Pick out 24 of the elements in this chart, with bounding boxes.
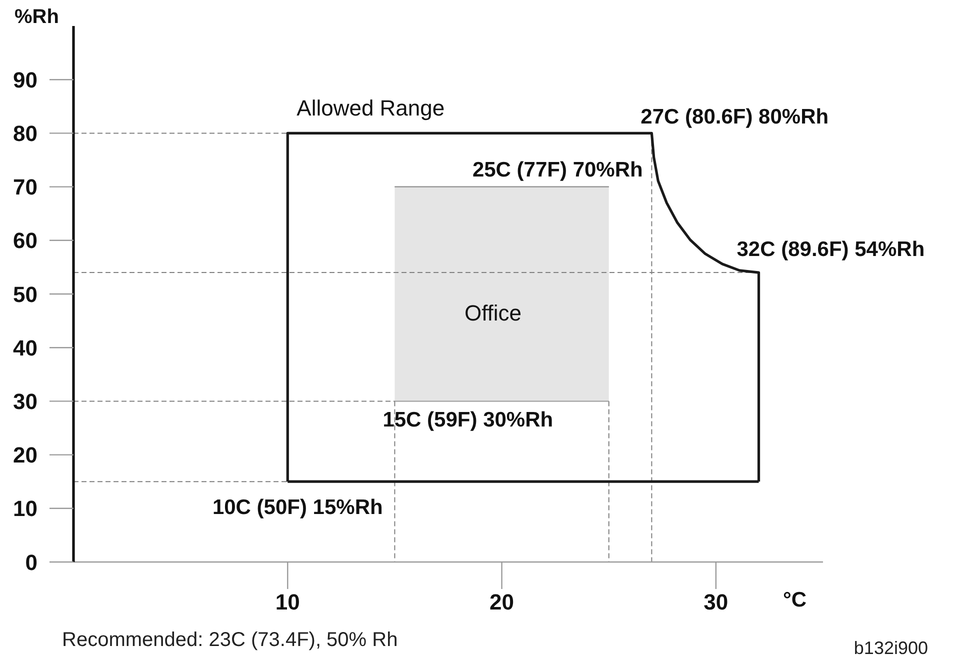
y-tick-label: 60: [13, 228, 38, 254]
annotation: 25C (77F) 70%Rh: [472, 158, 643, 182]
x-tick-label: 20: [490, 590, 514, 615]
y-tick-label: 10: [13, 496, 38, 522]
x-tick-label: 30: [704, 590, 728, 615]
y-tick-label: 70: [13, 174, 38, 200]
y-tick-label: 40: [13, 335, 38, 360]
series-label: Allowed Range: [296, 96, 445, 121]
x-axis-title: °C: [783, 588, 807, 612]
annotation: 15C (59F) 30%Rh: [382, 408, 554, 432]
y-tick-label: 90: [13, 67, 38, 92]
y-tick-label: 30: [13, 389, 38, 414]
annotation: 10C (50F) 15%Rh: [212, 496, 383, 520]
annotation: 32C (89.6F) 54%Rh: [736, 238, 925, 262]
y-axis-title: %Rh: [14, 6, 59, 28]
y-tick-label: 80: [13, 121, 38, 146]
x-tick-label: 10: [275, 590, 300, 615]
text: b132i900: [854, 638, 928, 656]
annotation: Office: [464, 300, 522, 326]
text: Recommended: 23C (73.4F), 50% Rh: [62, 629, 398, 651]
y-tick-label: 20: [13, 442, 38, 468]
y-tick-label: 0: [25, 550, 38, 575]
annotation: 27C (80.6F) 80%Rh: [640, 106, 829, 129]
y-tick-label: 50: [13, 282, 38, 307]
